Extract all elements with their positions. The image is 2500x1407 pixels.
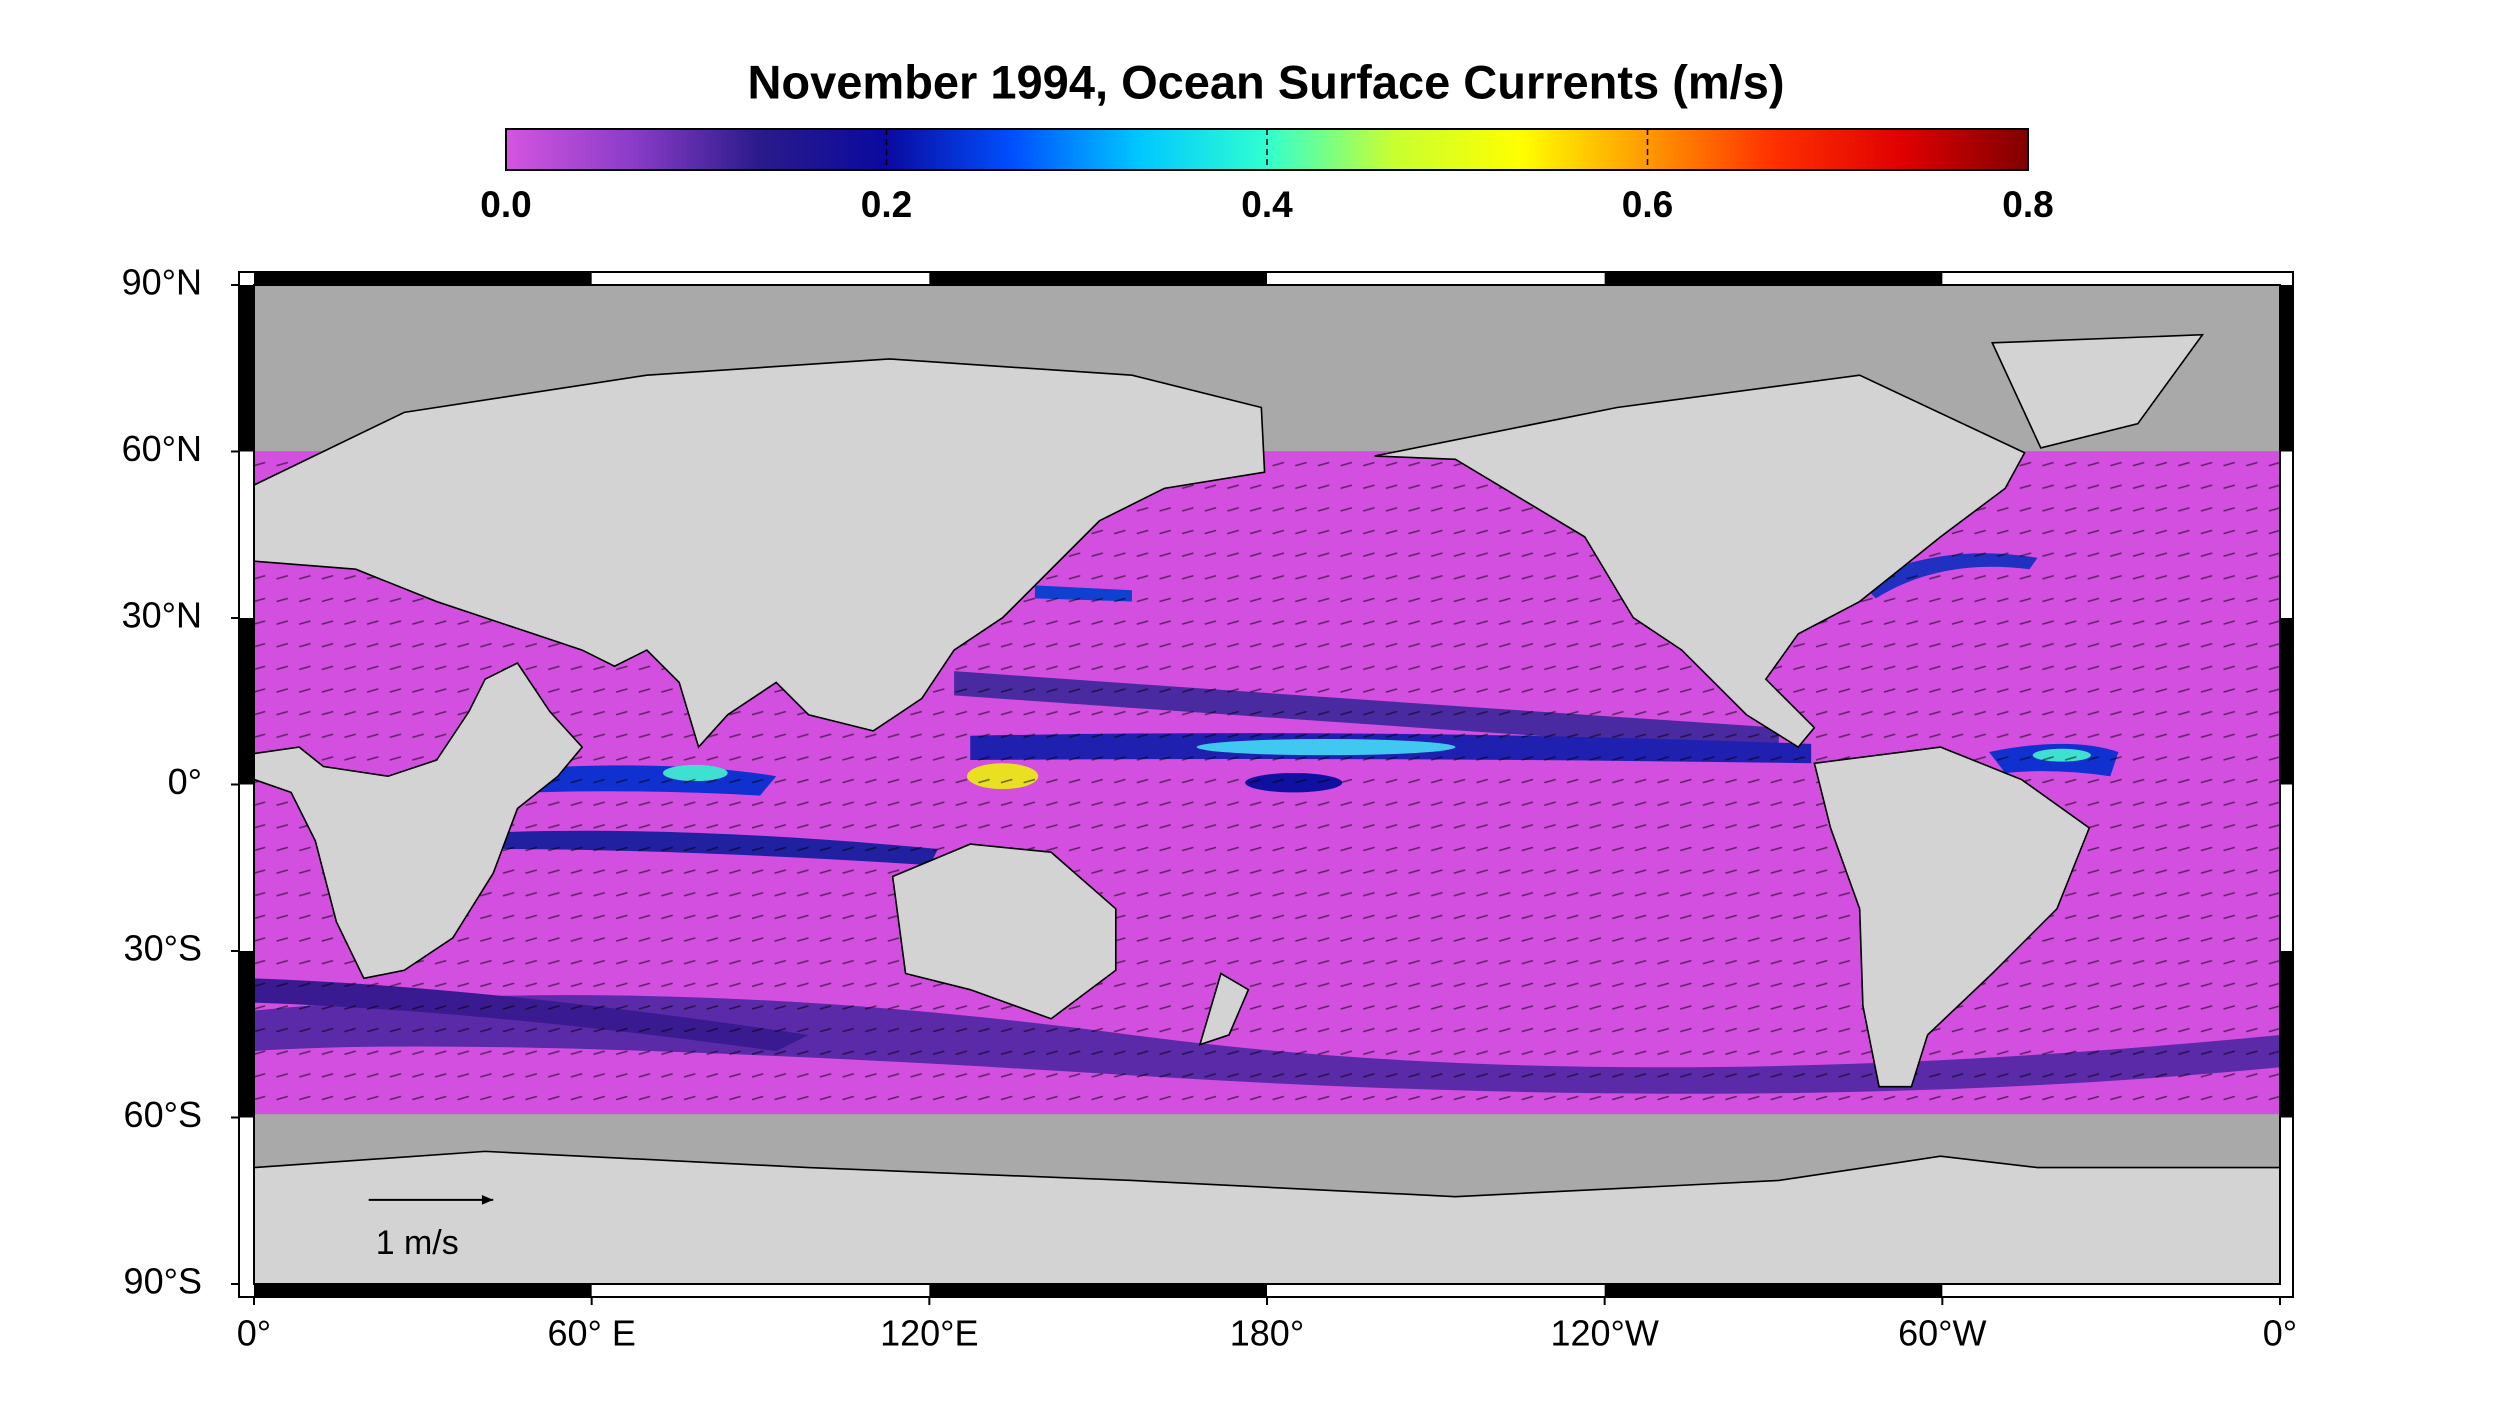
colorbar-tick-label: 0.2 bbox=[861, 184, 912, 225]
frame-band bbox=[239, 285, 254, 452]
y-tick-label: 0° bbox=[168, 761, 202, 802]
colorbar-tick-label: 0.0 bbox=[480, 184, 531, 225]
frame-band bbox=[254, 272, 592, 285]
frame-band bbox=[2280, 951, 2293, 1118]
scale-arrowhead bbox=[481, 1195, 494, 1205]
frame-band bbox=[1604, 1284, 1943, 1297]
y-tick-label: 30°S bbox=[124, 928, 202, 969]
y-tick-label: 90°S bbox=[124, 1261, 202, 1302]
y-tick-label: 60°S bbox=[124, 1094, 202, 1135]
x-tick-label: 60°W bbox=[1898, 1313, 1986, 1354]
scale-label: 1 m/s bbox=[376, 1224, 459, 1262]
frame-band bbox=[239, 618, 254, 785]
frame-band bbox=[2280, 618, 2293, 785]
x-tick-label: 0° bbox=[237, 1313, 271, 1354]
colorbar-tick-label: 0.4 bbox=[1241, 184, 1293, 225]
frame-band bbox=[239, 951, 254, 1118]
y-tick-label: 90°N bbox=[122, 262, 202, 303]
y-tick-label: 30°N bbox=[122, 595, 202, 636]
land bbox=[253, 333, 2281, 1285]
colorbar-tick-label: 0.6 bbox=[1622, 184, 1673, 225]
frame-band bbox=[929, 1284, 1267, 1297]
map-title: November 1994, Ocean Surface Currents (m… bbox=[747, 55, 1784, 108]
x-tick-label: 0° bbox=[2263, 1313, 2297, 1354]
x-tick-label: 60° E bbox=[547, 1313, 635, 1354]
colorbar: 0.0 0.2 0.4 0.6 0.8 bbox=[480, 128, 2054, 225]
x-tick-label: 120°W bbox=[1550, 1313, 1658, 1354]
map-frame: 0° 60° E 120°E 180° 120°W 60°W 0° 90°N 60°N 30°N 0… bbox=[122, 262, 2298, 1354]
x-tick-label: 120°E bbox=[880, 1313, 978, 1354]
colorbar-tick-label: 0.8 bbox=[2002, 184, 2053, 225]
frame-band bbox=[929, 272, 1267, 285]
frame-band bbox=[254, 1284, 592, 1297]
map-body: 1 m/s bbox=[253, 284, 2281, 1285]
y-tick-label: 60°N bbox=[122, 428, 202, 469]
frame-band bbox=[1604, 272, 1943, 285]
frame-band bbox=[2280, 285, 2293, 452]
x-tick-label: 180° bbox=[1230, 1313, 1304, 1354]
